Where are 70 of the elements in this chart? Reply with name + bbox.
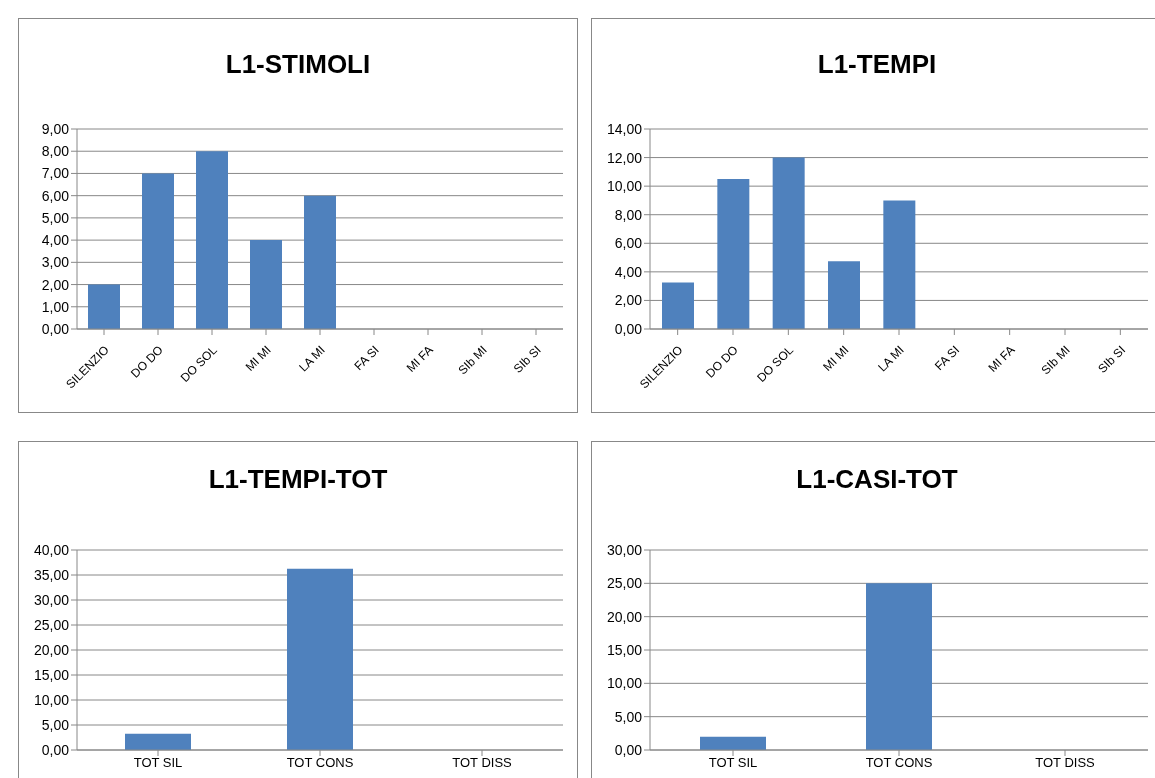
bar xyxy=(196,151,228,329)
y-tick-label: 20,00 xyxy=(33,641,70,658)
y-tick-label: 8,00 xyxy=(614,206,643,223)
y-tick-label: 25,00 xyxy=(33,616,70,633)
x-tick-label: TOT DISS xyxy=(1035,755,1096,771)
y-tick-label: 6,00 xyxy=(614,235,643,252)
x-tick-label: LA MI xyxy=(875,342,907,375)
bar xyxy=(883,200,916,329)
chart-title: L1-CASI-TOT xyxy=(795,464,959,496)
y-tick-label: 0,00 xyxy=(614,741,643,758)
x-tick-label: MI MI xyxy=(242,342,274,374)
y-tick-label: 25,00 xyxy=(606,575,643,592)
y-tick-label: 10,00 xyxy=(33,691,70,708)
x-tick-label: TOT CONS xyxy=(286,755,354,771)
bar xyxy=(250,240,282,329)
x-tick-label: MI FA xyxy=(985,342,1018,375)
chart-title: L1-STIMOLI xyxy=(224,49,372,81)
bar xyxy=(717,179,750,329)
y-tick-label: 20,00 xyxy=(606,608,643,625)
y-tick-label: 0,00 xyxy=(41,320,70,337)
y-tick-label: 15,00 xyxy=(606,641,643,658)
y-tick-label: 5,00 xyxy=(614,708,643,725)
x-tick-label: DO DO xyxy=(703,342,741,381)
bar xyxy=(662,282,694,329)
x-tick-label: DO SOL xyxy=(177,342,220,385)
x-tick-label: MI MI xyxy=(820,342,852,374)
x-tick-label: TOT DISS xyxy=(452,755,513,771)
x-tick-label: DO SOL xyxy=(754,342,797,385)
x-tick-label: MI FA xyxy=(403,342,436,375)
y-tick-label: 4,00 xyxy=(41,232,70,249)
y-tick-label: 5,00 xyxy=(41,716,70,733)
y-tick-label: 15,00 xyxy=(33,666,70,683)
x-tick-label: LA MI xyxy=(296,342,328,375)
x-tick-label: FA SI xyxy=(931,342,963,374)
x-tick-label: SIb MI xyxy=(1038,342,1073,378)
x-tick-label: TOT SIL xyxy=(133,755,183,771)
y-tick-label: 0,00 xyxy=(41,741,70,758)
chart-title: L1-TEMPI xyxy=(816,49,938,81)
x-tick-label: TOT CONS xyxy=(865,755,933,771)
bar xyxy=(88,284,120,329)
y-tick-label: 14,00 xyxy=(606,120,643,137)
y-tick-label: 12,00 xyxy=(606,149,643,166)
y-tick-label: 4,00 xyxy=(614,263,643,280)
y-tick-label: 0,00 xyxy=(614,320,643,337)
y-tick-label: 2,00 xyxy=(614,292,643,309)
y-tick-label: 10,00 xyxy=(606,178,643,195)
y-tick-label: 30,00 xyxy=(606,541,643,558)
y-tick-label: 40,00 xyxy=(33,541,70,558)
x-tick-label: TOT SIL xyxy=(708,755,758,771)
y-tick-label: 5,00 xyxy=(41,209,70,226)
chart-title: L1-TEMPI-TOT xyxy=(207,464,389,496)
x-tick-label: DO DO xyxy=(128,342,166,381)
y-tick-label: 30,00 xyxy=(33,591,70,608)
bar xyxy=(772,157,805,329)
y-tick-label: 9,00 xyxy=(41,120,70,137)
bar xyxy=(828,261,860,329)
y-tick-label: 3,00 xyxy=(41,254,70,271)
x-tick-label: SIb SI xyxy=(510,342,544,376)
y-tick-label: 35,00 xyxy=(33,566,70,583)
bar xyxy=(142,173,174,329)
y-tick-label: 7,00 xyxy=(41,165,70,182)
y-tick-label: 2,00 xyxy=(41,276,70,293)
y-tick-label: 1,00 xyxy=(41,298,70,315)
bar xyxy=(304,195,336,329)
x-tick-label: FA SI xyxy=(351,342,382,374)
y-tick-label: 6,00 xyxy=(41,187,70,204)
y-tick-label: 10,00 xyxy=(606,675,643,692)
x-tick-label: SIb SI xyxy=(1095,342,1129,376)
x-tick-label: SIb MI xyxy=(455,342,490,378)
y-tick-label: 8,00 xyxy=(41,143,70,160)
